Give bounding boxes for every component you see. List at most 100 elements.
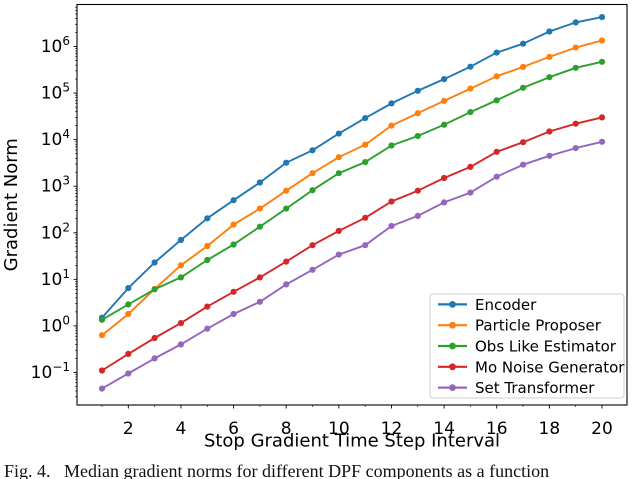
data-point-marker — [572, 44, 579, 51]
series-mo-noise-generator — [98, 114, 606, 374]
data-point-marker — [467, 163, 474, 170]
data-point-marker — [388, 198, 395, 205]
legend-marker — [449, 342, 456, 350]
data-point-marker — [204, 325, 211, 332]
data-point-marker — [572, 19, 579, 26]
data-point-marker — [256, 274, 263, 281]
data-point-marker — [546, 53, 553, 61]
x-tick-label: 16 — [486, 419, 508, 439]
series-line — [101, 140, 603, 390]
data-point-marker — [256, 179, 263, 186]
y-tick-label: 102 — [41, 220, 70, 243]
data-point-marker — [125, 285, 132, 292]
data-point-marker — [572, 64, 579, 71]
data-point-marker — [598, 14, 606, 21]
data-point-marker — [204, 256, 211, 264]
data-point-marker — [414, 187, 421, 194]
data-point-marker — [151, 355, 158, 362]
series-line — [101, 116, 603, 372]
data-point-marker — [441, 76, 448, 83]
y-tick-label: 106 — [41, 34, 70, 57]
data-point-marker — [177, 274, 184, 281]
data-point-marker — [467, 109, 474, 116]
data-point-marker — [125, 370, 132, 377]
data-point-marker — [362, 242, 369, 249]
y-tick-label: 104 — [41, 127, 70, 150]
data-point-marker — [283, 187, 290, 194]
figure-caption: Fig. 4. Median gradient norms for differ… — [4, 461, 550, 479]
legend-marker — [449, 363, 456, 371]
data-point-marker — [335, 227, 342, 234]
plot-border — [76, 3, 628, 406]
data-point-marker — [230, 221, 237, 228]
legend-item-obs-like-estimator: Obs Like Estimator — [438, 338, 617, 356]
data-point-marker — [441, 174, 448, 182]
data-point-marker — [520, 161, 527, 168]
gradient-norm-chart: 2 4 6 8 10 12 14 16 18 2010−110010110210310410510… — [1, 3, 628, 452]
data-point-marker — [309, 170, 316, 177]
data-point-marker — [335, 170, 342, 177]
data-point-marker — [177, 341, 184, 348]
x-axis-label: Stop Gradient Time Step Interval — [204, 431, 500, 452]
data-point-marker — [362, 141, 369, 148]
data-point-marker — [546, 152, 553, 159]
y-axis-label: Gradient Norm — [1, 138, 22, 271]
data-point-marker — [335, 154, 342, 161]
data-point-marker — [204, 215, 211, 222]
x-tick-label: 12 — [381, 419, 403, 439]
x-tick-label: 10 — [328, 419, 350, 439]
data-point-marker — [151, 286, 158, 293]
series-obs-like-estimator — [98, 58, 606, 323]
data-point-marker — [572, 145, 579, 152]
legend: Encoder Particle Proposer Obs Like Estimat… — [429, 293, 625, 399]
legend-label: Encoder — [475, 296, 537, 314]
data-point-marker — [520, 40, 527, 47]
x-tick-label: 14 — [433, 419, 455, 439]
data-point-marker — [230, 310, 237, 318]
legend-marker — [449, 301, 456, 308]
legend-item-set-transformer: Set Transformer — [438, 379, 595, 397]
data-point-marker — [388, 142, 395, 149]
data-point-marker — [414, 110, 421, 117]
data-point-marker — [546, 28, 553, 35]
legend-item-particle-proposer: Particle Proposer — [438, 317, 602, 335]
y-tick-label: 103 — [41, 174, 70, 197]
data-point-marker — [598, 37, 606, 44]
data-point-marker — [493, 73, 500, 80]
x-axis: 2 4 6 8 10 12 14 16 18 20 — [101, 405, 613, 439]
y-tick-label: 10−1 — [31, 360, 70, 383]
data-point-marker — [335, 251, 342, 258]
data-point-marker — [414, 132, 421, 140]
data-point-marker — [414, 87, 421, 94]
legend-label: Particle Proposer — [475, 317, 602, 335]
legend-marker — [449, 321, 456, 329]
data-point-marker — [151, 259, 158, 266]
data-point-marker — [493, 49, 500, 56]
legend-label: Set Transformer — [475, 379, 595, 397]
data-point-marker — [151, 334, 158, 342]
data-point-marker — [98, 332, 106, 339]
data-point-marker — [362, 214, 369, 221]
data-point-marker — [256, 298, 263, 305]
data-point-marker — [177, 262, 184, 269]
data-point-marker — [572, 120, 579, 127]
series-particle-proposer — [98, 37, 606, 339]
legend-label: Obs Like Estimator — [475, 338, 617, 356]
data-point-marker — [125, 301, 132, 308]
data-point-marker — [493, 97, 500, 104]
data-point-marker — [388, 100, 395, 107]
data-point-marker — [230, 197, 237, 204]
data-point-marker — [204, 242, 211, 250]
data-point-marker — [98, 367, 106, 374]
data-point-marker — [125, 350, 132, 357]
data-point-marker — [388, 122, 395, 129]
y-tick-label: 101 — [41, 267, 70, 290]
x-tick-label: 6 — [228, 419, 239, 439]
y-axis: 10−1 100 101 102 103 104 105 106 — [31, 6, 77, 398]
data-point-marker — [98, 316, 106, 323]
data-point-marker — [283, 281, 290, 288]
data-point-marker — [309, 242, 316, 249]
data-point-marker — [230, 241, 237, 248]
x-tick-label: 8 — [281, 419, 292, 439]
data-point-marker — [309, 147, 316, 154]
